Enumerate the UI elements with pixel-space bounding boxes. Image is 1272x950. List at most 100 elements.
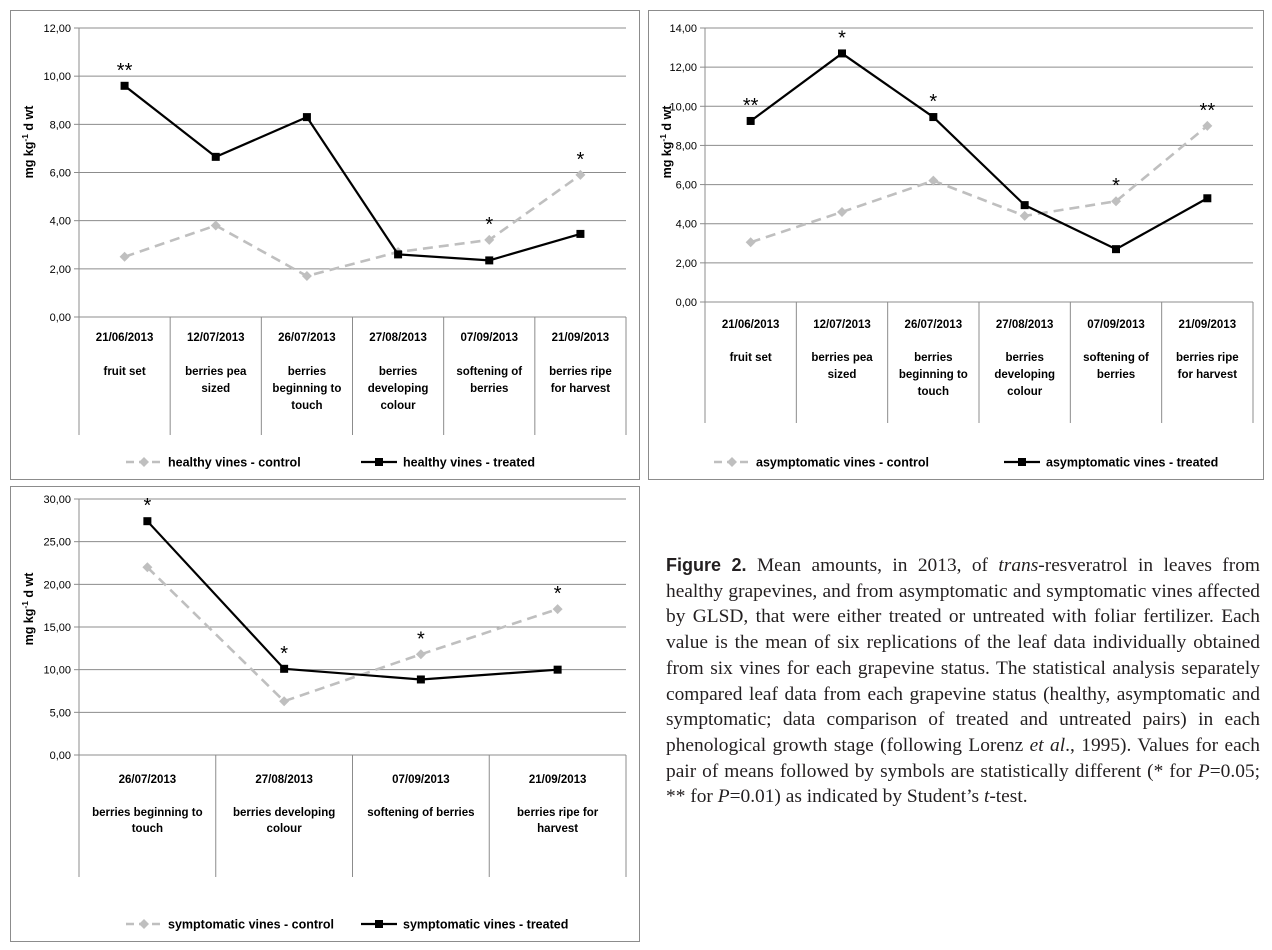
caption-seg: ., 1995). Values for each pair of means … — [666, 734, 1260, 782]
y-tick-label: 30,00 — [43, 494, 71, 506]
y-tick-label: 6,00 — [676, 180, 697, 192]
stage-label-line: for harvest — [551, 383, 611, 395]
caption-seg: t — [983, 786, 990, 808]
stage-label-line: berries — [1097, 369, 1135, 381]
caption-seg: =0.01) as indicated by Student’s — [729, 786, 984, 808]
data-point-diamond — [142, 562, 153, 573]
significance-marker: * — [577, 149, 585, 171]
series-line — [146, 520, 558, 681]
data-point-diamond — [575, 169, 586, 180]
y-tick-label: 12,00 — [43, 23, 71, 35]
figure-caption-label: Figure 2. — [666, 555, 747, 575]
stage-label: berries ripe for harvest — [549, 366, 612, 395]
y-axis-label-sup: -1 — [658, 134, 668, 142]
x-tick-label: 07/09/2013 — [1087, 319, 1145, 331]
y-tick-label: 14,00 — [669, 23, 697, 35]
stage-label: softening of berries — [367, 807, 474, 819]
data-point-square — [576, 229, 585, 238]
stage-label: fruit set — [103, 366, 145, 378]
x-tick-label: 21/09/2013 — [1179, 319, 1237, 331]
x-tick-label: 07/09/2013 — [392, 774, 450, 786]
y-tick-label: 8,00 — [676, 140, 697, 152]
significance-marker: * — [417, 628, 425, 650]
chart-symptomatic-vines-svg: 0,00 5,00 10,00 15,00 20,00 25,00 30,00 26/07/2… — [20, 494, 627, 932]
stage-label-line: colour — [267, 823, 303, 835]
stage-label-line: beginning to — [899, 369, 968, 381]
x-tick-label: 26/07/2013 — [278, 332, 336, 344]
stage-label-line: fruit set — [103, 366, 145, 378]
data-point-diamond — [301, 271, 312, 282]
caption-seg: trans — [998, 555, 1039, 576]
y-axis-label-part: mg kg — [22, 142, 36, 179]
legend-label: asymptomatic vines - treated — [1046, 456, 1218, 470]
stage-label-line: touch — [918, 386, 949, 398]
legend-marker-square — [375, 920, 383, 928]
y-tick-label: 4,00 — [676, 219, 697, 231]
x-tick-label: 12/07/2013 — [813, 319, 871, 331]
stage-label: berries pea sized — [185, 366, 247, 395]
stage-label-line: developing — [994, 369, 1055, 381]
stage-label-line: berries — [288, 366, 326, 378]
stage-label-line: colour — [1007, 386, 1043, 398]
chart-healthy-vines-svg: 0,00 2,00 4,00 6,00 8,00 10,00 12,00 21/06/2013… — [20, 23, 627, 470]
y-tick-label: 10,00 — [669, 101, 697, 113]
legend-label: symptomatic vines - control — [168, 918, 334, 932]
significance-marker: ** — [1200, 100, 1216, 122]
y-tick-label: 6,00 — [50, 168, 71, 180]
stage-label: berries ripe for harvest — [517, 807, 599, 835]
stage-label-line: developing — [368, 383, 429, 395]
series-line — [124, 173, 582, 278]
stage-label: berries developing colour — [994, 352, 1055, 398]
stage-label-line: berries — [470, 383, 508, 395]
y-tick-label: 0,00 — [50, 750, 71, 762]
series-line — [123, 84, 581, 262]
stage-label-line: beginning to — [272, 383, 341, 395]
y-axis-label-sup: -1 — [20, 134, 30, 142]
caption-seg: =0.05; ** for — [666, 760, 1260, 808]
x-tick-label: 27/08/2013 — [369, 332, 427, 344]
stage-label-line: berries ripe — [549, 366, 612, 378]
y-tick-label: 2,00 — [50, 264, 71, 276]
data-point-diamond — [119, 251, 130, 262]
stage-label-line: fruit set — [730, 352, 772, 364]
data-point-square — [1112, 245, 1120, 254]
legend-marker-diamond — [139, 457, 149, 467]
stage-label: berries beginning to touch — [899, 352, 968, 398]
caption-seg: P — [717, 786, 730, 808]
y-tick-label: 10,00 — [43, 665, 71, 677]
legend-label: healthy vines - control — [168, 456, 301, 470]
stage-label-line: berries pea — [811, 352, 873, 364]
significance-marker: * — [554, 583, 562, 605]
stage-label: softening of berries — [1083, 352, 1149, 381]
significance-marker: * — [280, 643, 288, 665]
stage-label-line: touch — [291, 400, 322, 412]
x-tick-label: 27/08/2013 — [255, 774, 313, 786]
significance-marker: * — [143, 495, 151, 517]
stage-label-line: softening of — [456, 366, 522, 378]
y-tick-label: 0,00 — [676, 297, 697, 309]
y-axis-label: mg kg-1 d wt — [20, 572, 36, 646]
y-tick-label: 4,00 — [50, 216, 71, 228]
stage-label-line: softening of berries — [367, 807, 474, 819]
y-tick-label: 2,00 — [676, 258, 697, 270]
legend-marker-square — [375, 458, 383, 466]
stage-label-line: berries developing — [233, 807, 335, 819]
stage-label-line: berries ripe for — [517, 807, 599, 819]
stage-label-line: softening of — [1083, 352, 1149, 364]
data-point-diamond — [745, 237, 756, 248]
data-point-square — [929, 113, 938, 122]
stage-label-line: touch — [132, 823, 163, 835]
chart-asymptomatic-vines-svg: 0,00 2,00 4,00 6,00 8,00 10,00 12,00 14,00 21/06… — [658, 23, 1254, 470]
data-point-square — [416, 675, 425, 684]
y-axis-label-part: mg kg — [660, 142, 674, 179]
significance-marker: ** — [117, 60, 133, 82]
stage-label-line: sized — [201, 383, 230, 395]
y-tick-label: 8,00 — [50, 119, 71, 131]
legend-label: symptomatic vines - treated — [403, 918, 568, 932]
significance-marker: * — [1112, 175, 1120, 197]
legend-label: healthy vines - treated — [403, 456, 535, 470]
data-point-square — [394, 250, 403, 259]
stage-label: fruit set — [730, 352, 772, 364]
caption-seg: Mean amounts, in 2013, of — [756, 555, 999, 576]
series-line — [750, 52, 1208, 251]
